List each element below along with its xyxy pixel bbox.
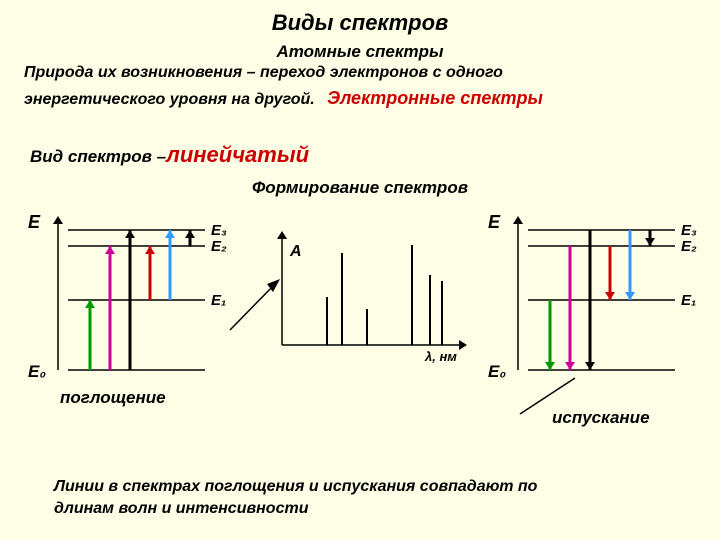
conclusion-line1: Линии в спектрах поглощения и испускания… [54, 478, 537, 496]
conclusion-line2: длинам волн и интенсивности [54, 500, 308, 518]
svg-text:E₂: E₂ [681, 238, 697, 255]
svg-text:E₃: E₃ [681, 222, 697, 239]
spectrum-type-word: линейчатый [166, 142, 309, 167]
svg-text:E₁: E₁ [211, 292, 226, 309]
formation-title: Формирование спектров [0, 178, 720, 198]
absorption-to-spectrum-arrow [225, 270, 295, 340]
main-title: Виды спектров [0, 10, 720, 36]
subtitle: Атомные спектры [0, 42, 720, 62]
spectrum-type-line: Вид спектров –линейчатый [30, 142, 309, 168]
absorption-energy-diagram: E₃E₂ E₁ [30, 210, 230, 390]
spectrum-type-prefix: Вид спектров – [30, 147, 166, 166]
svg-text:E₂: E₂ [211, 238, 227, 255]
desc-line2-tail: Электронные спектры [327, 88, 543, 108]
desc-line2-prefix: энергетического уровня на другой. [24, 91, 315, 108]
absorption-caption: поглощение [60, 388, 166, 408]
description-line1: Природа их возникновения – переход элект… [24, 64, 503, 82]
emission-pointer-line [510, 372, 600, 422]
svg-text:E₃: E₃ [211, 222, 227, 239]
svg-text:E₁: E₁ [681, 292, 696, 309]
spectrum-x-axis-label: λ, нм [425, 349, 457, 364]
description-line2: энергетического уровня на другой. Электр… [24, 88, 543, 109]
emission-energy-diagram: E₃E₂ E₁ [490, 210, 700, 390]
